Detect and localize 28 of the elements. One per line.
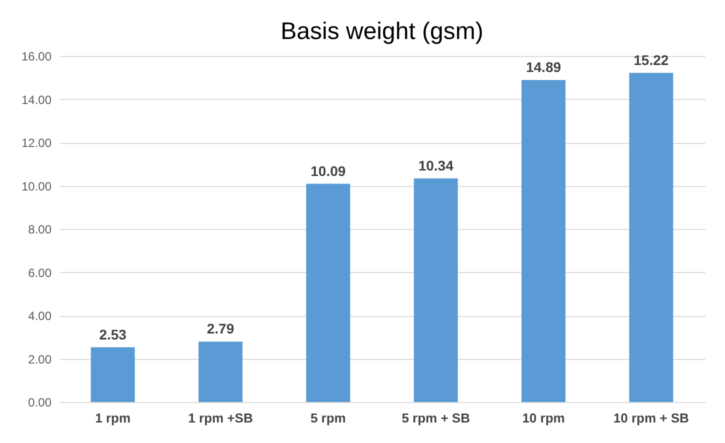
bar [306, 184, 350, 402]
y-tick-label: 10.00 [21, 179, 52, 194]
x-tick-label: 1 rpm [95, 410, 131, 426]
y-tick-label: 12.00 [21, 136, 52, 150]
x-tick-label: 5 rpm [310, 410, 346, 426]
y-tick-label: 6.00 [28, 266, 52, 280]
x-tick-label: 10 rpm + SB [613, 410, 689, 426]
bar [522, 80, 566, 402]
data-label: 10.34 [418, 157, 454, 174]
chart-title: Basis weight (gsm) [280, 18, 484, 45]
y-tick-label: 4.00 [28, 309, 52, 323]
data-label: 14.89 [526, 59, 562, 76]
y-tick-label: 2.00 [28, 352, 52, 366]
bar [414, 178, 458, 402]
y-tick-label: 14.00 [21, 92, 52, 107]
data-label: 15.22 [634, 52, 669, 68]
data-label: 2.79 [206, 320, 234, 337]
y-tick-label: 0.00 [28, 396, 52, 410]
y-tick-label: 8.00 [28, 222, 52, 236]
data-label: 2.53 [99, 326, 127, 342]
x-tick-label: 5 rpm + SB [402, 410, 470, 426]
bar [198, 342, 242, 402]
data-label: 10.09 [310, 162, 346, 179]
y-tick-label: 16.00 [21, 50, 52, 64]
bar [90, 347, 135, 402]
x-tick-label: 1 rpm +SB [188, 410, 253, 426]
bar [629, 72, 674, 402]
x-tick-label: 10 rpm [522, 410, 565, 426]
